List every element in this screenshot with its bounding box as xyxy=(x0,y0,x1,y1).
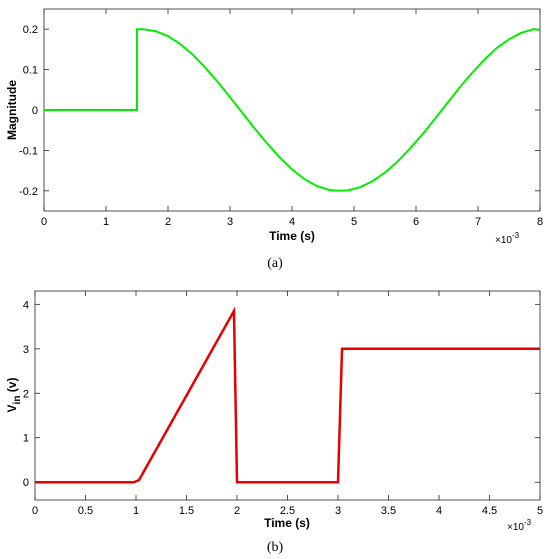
chart-a-x-exponent: ×10-3 xyxy=(495,231,520,246)
x-tick-label: 3 xyxy=(227,216,233,228)
chart-b-x-exponent: ×10-3 xyxy=(507,518,532,533)
caption-b: (b) xyxy=(266,540,284,555)
x-tick-label: 1 xyxy=(103,216,109,228)
y-tick-label: 1 xyxy=(23,433,29,445)
x-tick-label: 0.5 xyxy=(78,505,93,517)
x-tick-label: 1.5 xyxy=(179,505,194,517)
chart-b-x-axis-label: Time (s) xyxy=(264,516,310,530)
x-tick-label: 6 xyxy=(413,216,419,228)
chart-a-series-line xyxy=(44,28,541,192)
y-tick-label: 3 xyxy=(23,344,29,356)
x-tick-label: 7 xyxy=(475,216,481,228)
y-tick-label: 0 xyxy=(23,477,29,489)
chart-b-series-line xyxy=(35,306,540,484)
x-tick-label: 2.5 xyxy=(280,505,295,517)
chart-a-x-ticks: 0 1 2 3 4 5 6 7 8 xyxy=(41,9,543,228)
chart-a: -0.2 -0.1 0 0.1 0.2 0 1 2 3 4 5 6 7 8 Time (s) Magni… xyxy=(5,8,543,246)
x-tick-label: 0 xyxy=(32,505,38,517)
x-tick-label: 3.5 xyxy=(381,505,396,517)
x-tick-label: 5 xyxy=(351,216,357,228)
y-tick-label: 0.1 xyxy=(23,65,38,77)
y-tick-label: 0.2 xyxy=(23,24,38,36)
x-tick-label: 2 xyxy=(234,505,240,517)
chart-a-x-axis-label: Time (s) xyxy=(269,229,315,243)
caption-a: (a) xyxy=(267,256,283,271)
y-tick-label: -0.2 xyxy=(19,186,38,198)
chart-b-y-ticks: 0 1 2 3 4 xyxy=(23,299,540,489)
x-tick-label: 1 xyxy=(133,505,139,517)
y-tick-label: 0 xyxy=(32,105,38,117)
x-tick-label: 4 xyxy=(289,216,295,228)
x-tick-label: 3 xyxy=(335,505,341,517)
chart-b-y-axis-label: Vin (v) xyxy=(5,378,23,413)
x-tick-label: 8 xyxy=(537,216,543,228)
y-tick-label: 4 xyxy=(23,299,29,311)
y-tick-label: 2 xyxy=(23,388,29,400)
y-tick-label: -0.1 xyxy=(19,145,38,157)
chart-b-x-ticks: 0 0.5 1 1.5 2 2.5 3 3.5 4 4.5 5 xyxy=(32,291,543,517)
x-tick-label: 0 xyxy=(41,216,47,228)
chart-a-y-axis-label: Magnitude xyxy=(5,80,19,140)
x-tick-label: 2 xyxy=(165,216,171,228)
x-tick-label: 4.5 xyxy=(482,505,497,517)
chart-b-plot-area xyxy=(34,290,541,501)
chart-b: 0 1 2 3 4 0 0.5 1 1.5 2 2.5 3 3.5 4 4.5 5 Time (s) Vin… xyxy=(5,290,543,533)
x-tick-label: 4 xyxy=(436,505,442,517)
x-tick-label: 5 xyxy=(537,505,543,517)
